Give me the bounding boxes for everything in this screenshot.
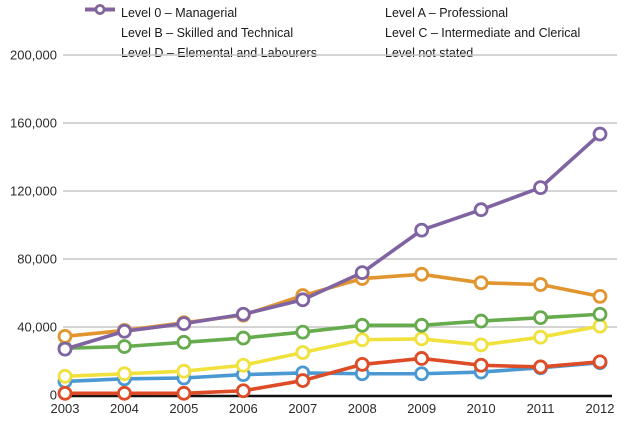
data-point-marker [235,383,251,399]
x-axis-tick-label: 2011 [527,401,555,416]
data-point-marker [354,265,370,281]
data-point-marker [414,366,430,382]
data-point-marker [295,324,311,340]
chart-legend: Level 0 – Managerial Level A – Professio… [85,3,580,63]
data-point-marker [295,292,311,308]
x-axis-tick-label: 2010 [467,401,496,416]
data-line [64,312,601,351]
data-point-marker [473,337,489,353]
legend-item-not-stated: Level not stated [85,4,580,63]
data-point-marker [473,313,489,329]
data-line [65,356,601,396]
y-axis-tick-label: 40,000 [17,320,57,335]
data-point-marker [176,363,192,379]
legend-label: Level not stated [385,46,474,60]
x-axis-tick-label: 2006 [229,401,258,416]
data-point-marker [533,329,548,345]
data-point-marker [533,277,548,292]
data-point-marker [592,288,608,304]
data-point-marker [117,366,132,382]
legend-label: Level C – Intermediate and Clerical [385,26,581,40]
data-point-marker [592,318,608,334]
x-axis-tick-label: 2007 [288,401,317,416]
y-axis-tick-label: 80,000 [17,252,57,267]
data-point-marker [473,202,489,218]
legend-label: Level B – Skilled and Technical [121,26,294,40]
data-point-marker [354,356,370,372]
data-point-marker [414,317,430,333]
legend-label: Level D – Elemental and Labourers [121,46,317,60]
data-point-marker [117,339,132,354]
data-point-marker [414,266,430,282]
y-axis-tick-label: 160,000 [10,116,57,131]
y-axis-tick-label: 0 [50,388,57,403]
data-point-marker [57,328,73,344]
data-point-marker [533,310,548,326]
data-point-marker [176,316,192,332]
x-axis-tick-label: 2005 [169,401,198,416]
data-point-marker [235,357,251,373]
data-point-marker [414,222,430,238]
data-point-marker [414,331,430,347]
data-point-marker [176,385,192,401]
data-point-marker [592,354,608,370]
x-axis-tick-label: 2008 [348,401,377,416]
data-point-marker [533,180,548,196]
data-point-marker [473,275,489,291]
x-axis-tick-label: 2009 [407,401,436,416]
data-point-marker [295,373,311,388]
data-point-marker [473,357,489,373]
data-point-marker [235,330,251,346]
data-point-marker [592,126,608,142]
y-axis-tick-label: 200,000 [10,48,57,63]
x-axis-tick-label: 2012 [586,401,615,416]
legend-marker-icon [85,4,379,60]
data-point-marker [117,323,132,339]
y-axis-tick-label: 120,000 [10,184,57,199]
data-point-marker [354,332,370,348]
x-axis-tick-label: 2003 [51,401,80,416]
data-point-marker [176,334,192,350]
data-point-marker [533,359,548,375]
legend-label: Level 0 – Managerial [121,6,238,20]
data-point-marker [235,306,251,322]
data-point-marker [57,341,73,357]
x-axis-tick-label: 2004 [110,401,139,416]
data-point-marker [57,368,73,384]
data-point-marker [414,351,430,366]
data-point-marker [117,385,132,401]
data-point-marker [592,306,608,322]
data-point-marker [354,317,370,333]
data-point-marker [57,385,73,401]
data-line [64,324,601,379]
data-line [64,132,602,351]
legend-label: Level A – Professional [385,6,508,20]
data-point-marker [295,345,311,360]
